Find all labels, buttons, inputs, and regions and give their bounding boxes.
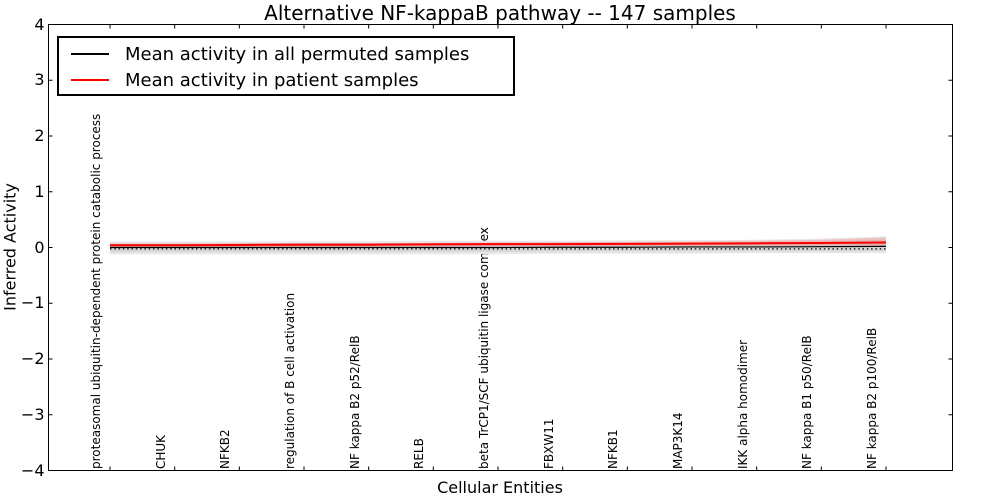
legend: Mean activity in all permuted samples Me… <box>57 36 515 96</box>
y-tick-label: −2 <box>20 349 45 368</box>
y-axis-label: Inferred Activity <box>0 183 20 311</box>
legend-item-patient: Mean activity in patient samples <box>59 67 513 93</box>
legend-label-patient: Mean activity in patient samples <box>125 69 419 91</box>
y-tick-label: −1 <box>20 293 45 313</box>
y-tick-label: 0 <box>34 237 45 257</box>
legend-item-permuted: Mean activity in all permuted samples <box>59 41 513 67</box>
y-tick-label: −3 <box>20 404 45 424</box>
x-axis-label: Cellular Entities <box>437 478 563 497</box>
legend-line-black-icon <box>71 53 109 55</box>
chart-title: Alternative NF-kappaB pathway -- 147 sam… <box>264 1 736 25</box>
legend-line-red-icon <box>71 79 109 81</box>
y-tick-label: 2 <box>34 126 45 145</box>
y-tick-label: −4 <box>20 460 45 480</box>
y-tick-label: 4 <box>34 14 45 34</box>
y-tick-label: 3 <box>34 70 45 90</box>
legend-label-permuted: Mean activity in all permuted samples <box>125 43 470 65</box>
y-tick-label: 1 <box>34 181 45 201</box>
